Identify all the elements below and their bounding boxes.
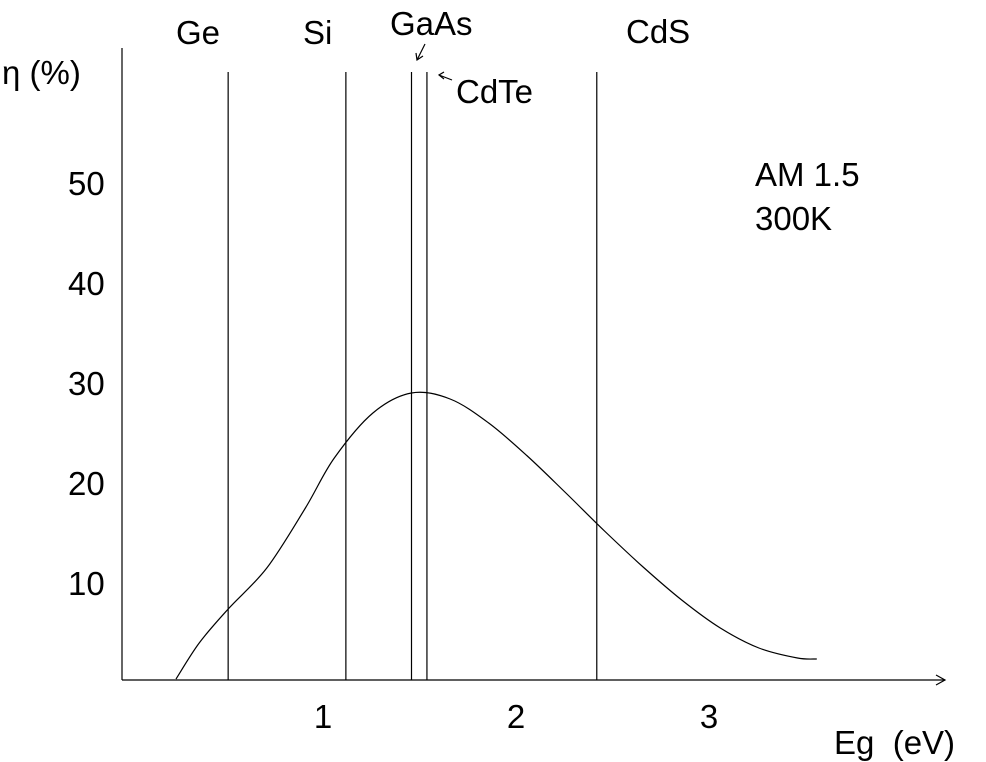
y-tick-label: 20 (68, 465, 105, 502)
cdte-pointer-arrow (437, 71, 453, 81)
material-label-gaas: GaAs (390, 5, 473, 42)
y-tick-label: 30 (68, 365, 105, 402)
material-label-cds: CdS (626, 13, 690, 50)
efficiency-curve (175, 391, 817, 680)
y-tick-label: 40 (68, 265, 105, 302)
x-axis-title: Eg (eV) (834, 724, 955, 761)
y-axis-title: η (%) (2, 54, 81, 91)
annotation-temperature: 300K (755, 200, 832, 237)
material-label-ge: Ge (176, 14, 220, 51)
y-tick-label: 50 (68, 165, 105, 202)
material-label-si: Si (303, 14, 332, 51)
material-bandgap-lines (227, 72, 598, 680)
gaas-pointer-arrow (415, 43, 426, 62)
material-label-cdte: CdTe (456, 73, 533, 110)
x-tick-label: 2 (507, 698, 525, 735)
y-tick-labels: 10 20 30 40 50 (68, 165, 105, 602)
y-tick-label: 10 (68, 565, 105, 602)
x-tick-label: 3 (700, 698, 718, 735)
x-axis-arrowhead (935, 674, 947, 686)
x-tick-labels: 1 2 3 (314, 698, 718, 735)
x-tick-label: 1 (314, 698, 332, 735)
annotation-am15: AM 1.5 (755, 156, 860, 193)
